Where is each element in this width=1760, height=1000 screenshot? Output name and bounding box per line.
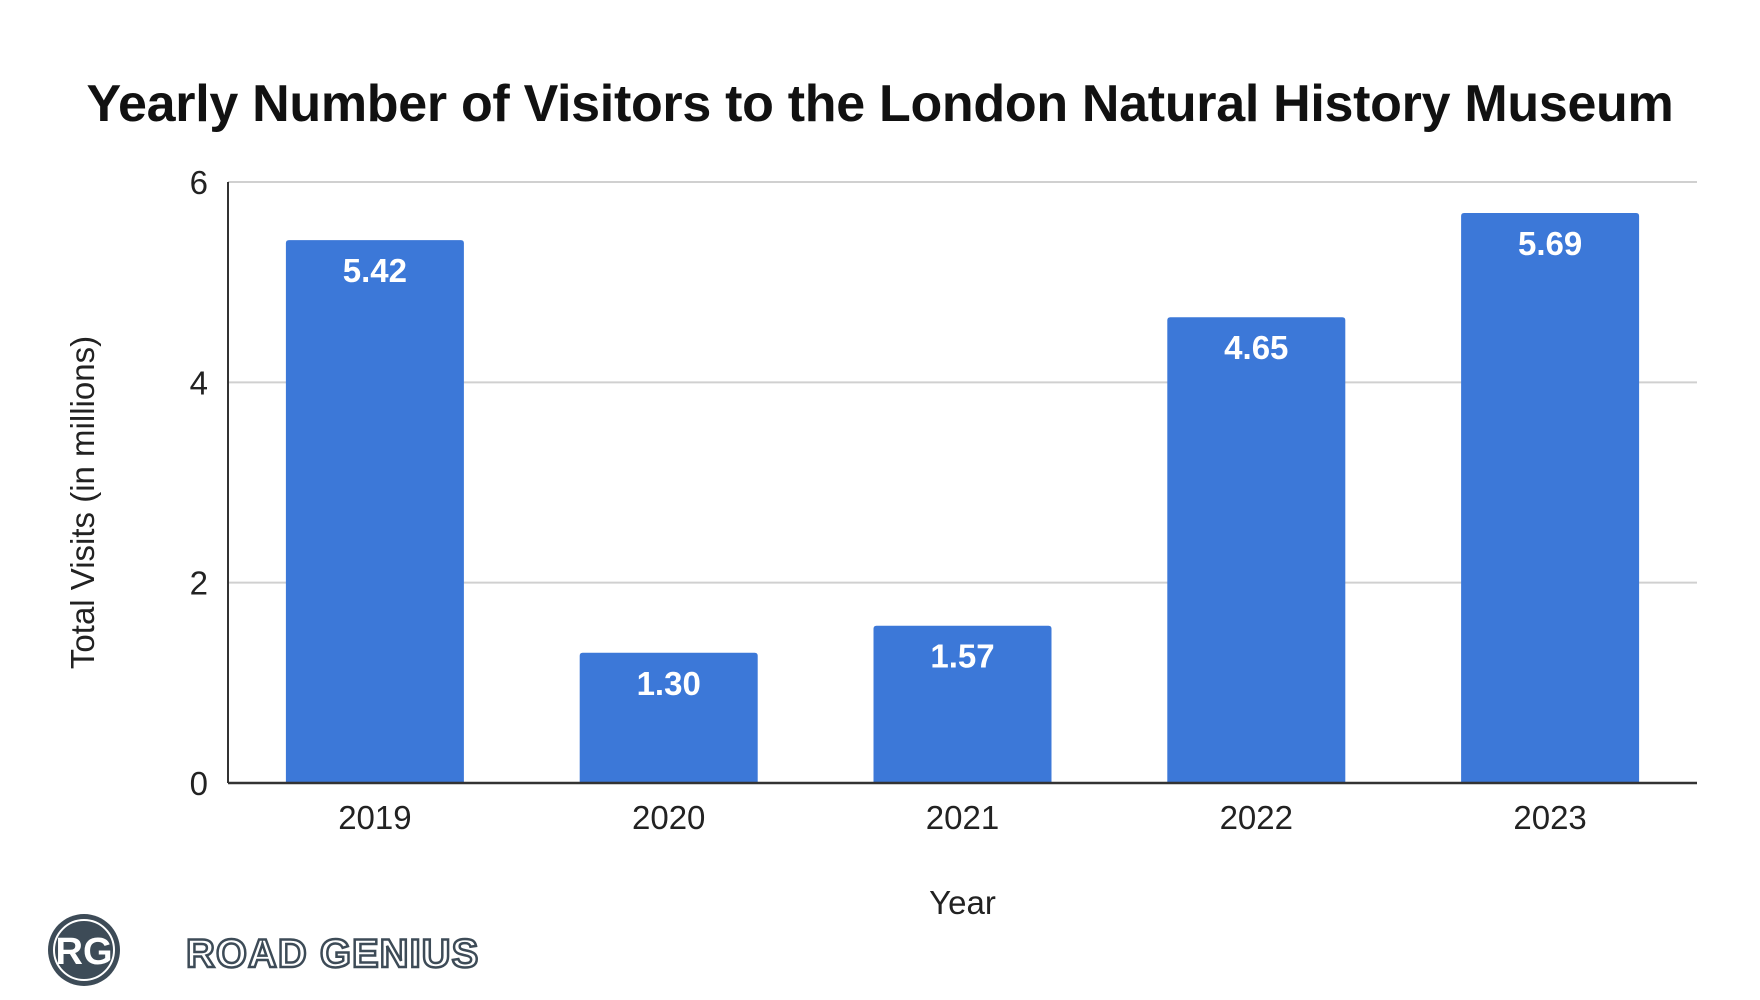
logo-name: ROAD GENIUS: [185, 931, 480, 978]
axes: [227, 182, 1697, 785]
x-axis-title: Year: [929, 884, 996, 921]
bar-2022: [1167, 317, 1346, 783]
data-labels: 5.42 1.30 1.57 4.65 5.69: [343, 225, 1582, 702]
logo-badge-icon: RG: [48, 914, 120, 986]
bar-2020: [579, 652, 758, 783]
data-label: 1.57: [930, 638, 994, 675]
bars: [285, 213, 1640, 784]
bar-2023: [1461, 213, 1640, 784]
gridlines: [228, 181, 1697, 584]
y-tick-label: 2: [190, 565, 208, 602]
x-tick-label: 2022: [1220, 799, 1293, 836]
bar-2021: [873, 625, 1052, 783]
y-tick-label: 0: [190, 765, 208, 802]
bar-2019: [285, 240, 464, 783]
x-tick-label: 2019: [338, 799, 411, 836]
data-label: 5.42: [343, 252, 407, 289]
y-axis-title: Total Visits (in millions): [64, 336, 101, 669]
logo-initials: RG: [56, 931, 113, 973]
chart-title: Yearly Number of Visitors to the London …: [86, 75, 1674, 133]
x-tick-label: 2020: [632, 799, 705, 836]
road-genius-logo: RG ROAD GENIUS: [46, 912, 480, 992]
y-tick-label: 6: [190, 164, 208, 201]
data-label: 1.30: [637, 665, 701, 702]
x-tick-label: 2021: [926, 799, 999, 836]
data-label: 5.69: [1518, 225, 1582, 262]
y-tick-labels: 0 2 4 6: [190, 164, 208, 802]
x-tick-label: 2023: [1513, 799, 1586, 836]
x-tick-labels: 2019 2020 2021 2022 2023: [338, 799, 1587, 836]
y-tick-label: 4: [190, 364, 208, 401]
data-label: 4.65: [1224, 329, 1288, 366]
